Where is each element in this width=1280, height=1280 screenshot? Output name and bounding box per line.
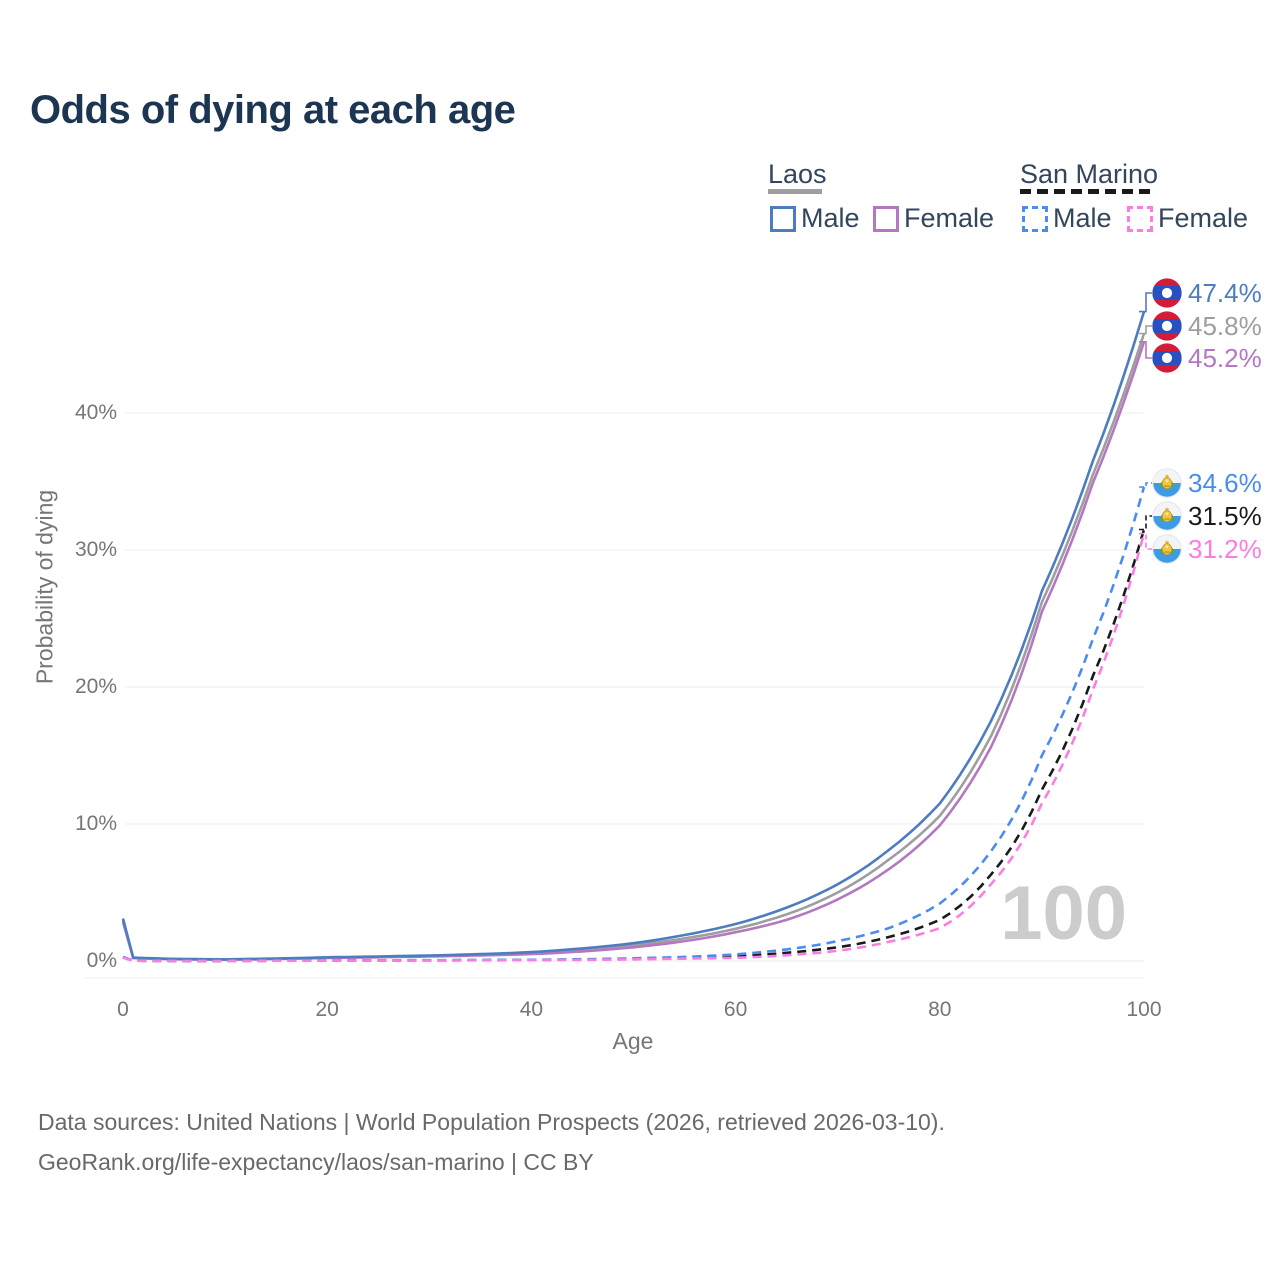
laos-flag-icon <box>1152 343 1182 373</box>
legend-group-san-marino-title[interactable]: San Marino <box>1020 159 1159 189</box>
y-axis-title: Probability of dying <box>31 489 58 685</box>
legend-label-laos-female[interactable]: Female <box>904 203 995 233</box>
label-connector-san-marino-both-sexes <box>1139 515 1152 531</box>
x-tick-label: 40 <box>519 998 544 1021</box>
x-axis-title: Age <box>612 1028 654 1054</box>
legend-group-laos-title[interactable]: Laos <box>768 159 827 189</box>
legend-swatch-laos-male[interactable] <box>770 206 796 232</box>
x-tick-label: 100 <box>1126 998 1162 1021</box>
legend-label-laos-male[interactable]: Male <box>801 203 860 233</box>
laos-flag-icon <box>1152 278 1182 308</box>
san-marino-flag-icon <box>1152 468 1182 498</box>
x-tick-label: 80 <box>928 998 952 1021</box>
x-tick-label: 60 <box>723 998 748 1021</box>
y-tick-label: 40% <box>74 401 117 424</box>
legend-laos-line-swatch <box>768 189 822 194</box>
y-tick-label: 20% <box>74 675 117 698</box>
legend-san-marino-line-swatch <box>1020 189 1150 194</box>
end-label-laos-male: 47.4% <box>1152 278 1262 308</box>
end-label-san-marino-male: 34.6% <box>1152 468 1262 498</box>
end-label-value-laos-male: 47.4% <box>1188 278 1262 308</box>
legend-swatch-san-marino-male[interactable] <box>1022 206 1048 232</box>
y-tick-label: 10% <box>74 812 117 835</box>
san-marino-flag-icon <box>1152 534 1182 564</box>
series-line-laos-both-sexes <box>121 333 1146 961</box>
label-connector-san-marino-female <box>1139 532 1152 550</box>
legend-label-san-marino-female[interactable]: Female <box>1158 203 1249 233</box>
y-tick-label: 30% <box>74 538 117 561</box>
end-label-value-laos-female: 45.2% <box>1188 343 1262 373</box>
y-tick-label: 0% <box>86 949 117 972</box>
label-connector-laos-female <box>1139 341 1152 359</box>
x-tick-label: 0 <box>117 998 129 1021</box>
end-label-value-laos-both: 45.8% <box>1188 311 1262 341</box>
series-line-laos-female <box>121 341 1146 961</box>
legend-swatch-san-marino-female[interactable] <box>1127 206 1153 232</box>
laos-flag-icon <box>1152 311 1182 341</box>
legend-label-san-marino-male[interactable]: Male <box>1053 203 1112 233</box>
end-label-laos-female: 45.2% <box>1152 343 1262 373</box>
end-label-san-marino-female: 31.2% <box>1152 534 1262 564</box>
end-label-value-san-marino-both: 31.5% <box>1188 501 1262 531</box>
end-label-laos-both: 45.8% <box>1152 311 1262 341</box>
end-label-san-marino-both: 31.5% <box>1152 501 1262 531</box>
chart-title: Odds of dying at each age <box>30 88 516 132</box>
series-line-laos-male <box>121 311 1146 961</box>
footer-source-line: Data sources: United Nations | World Pop… <box>38 1109 945 1135</box>
label-connector-laos-both-sexes <box>1139 325 1152 335</box>
san-marino-flag-icon <box>1152 501 1182 531</box>
label-connector-san-marino-male <box>1139 482 1152 488</box>
label-connector-laos-male <box>1139 292 1152 313</box>
footer-link-line[interactable]: GeoRank.org/life-expectancy/laos/san-mar… <box>38 1149 594 1175</box>
age-watermark: 100 <box>1000 871 1127 956</box>
legend-swatch-laos-female[interactable] <box>873 206 899 232</box>
series-line-san-marino-female <box>122 533 1146 963</box>
x-tick-label: 20 <box>315 998 339 1021</box>
end-label-value-san-marino-female: 31.2% <box>1188 534 1262 564</box>
end-label-value-san-marino-male: 34.6% <box>1188 468 1262 498</box>
